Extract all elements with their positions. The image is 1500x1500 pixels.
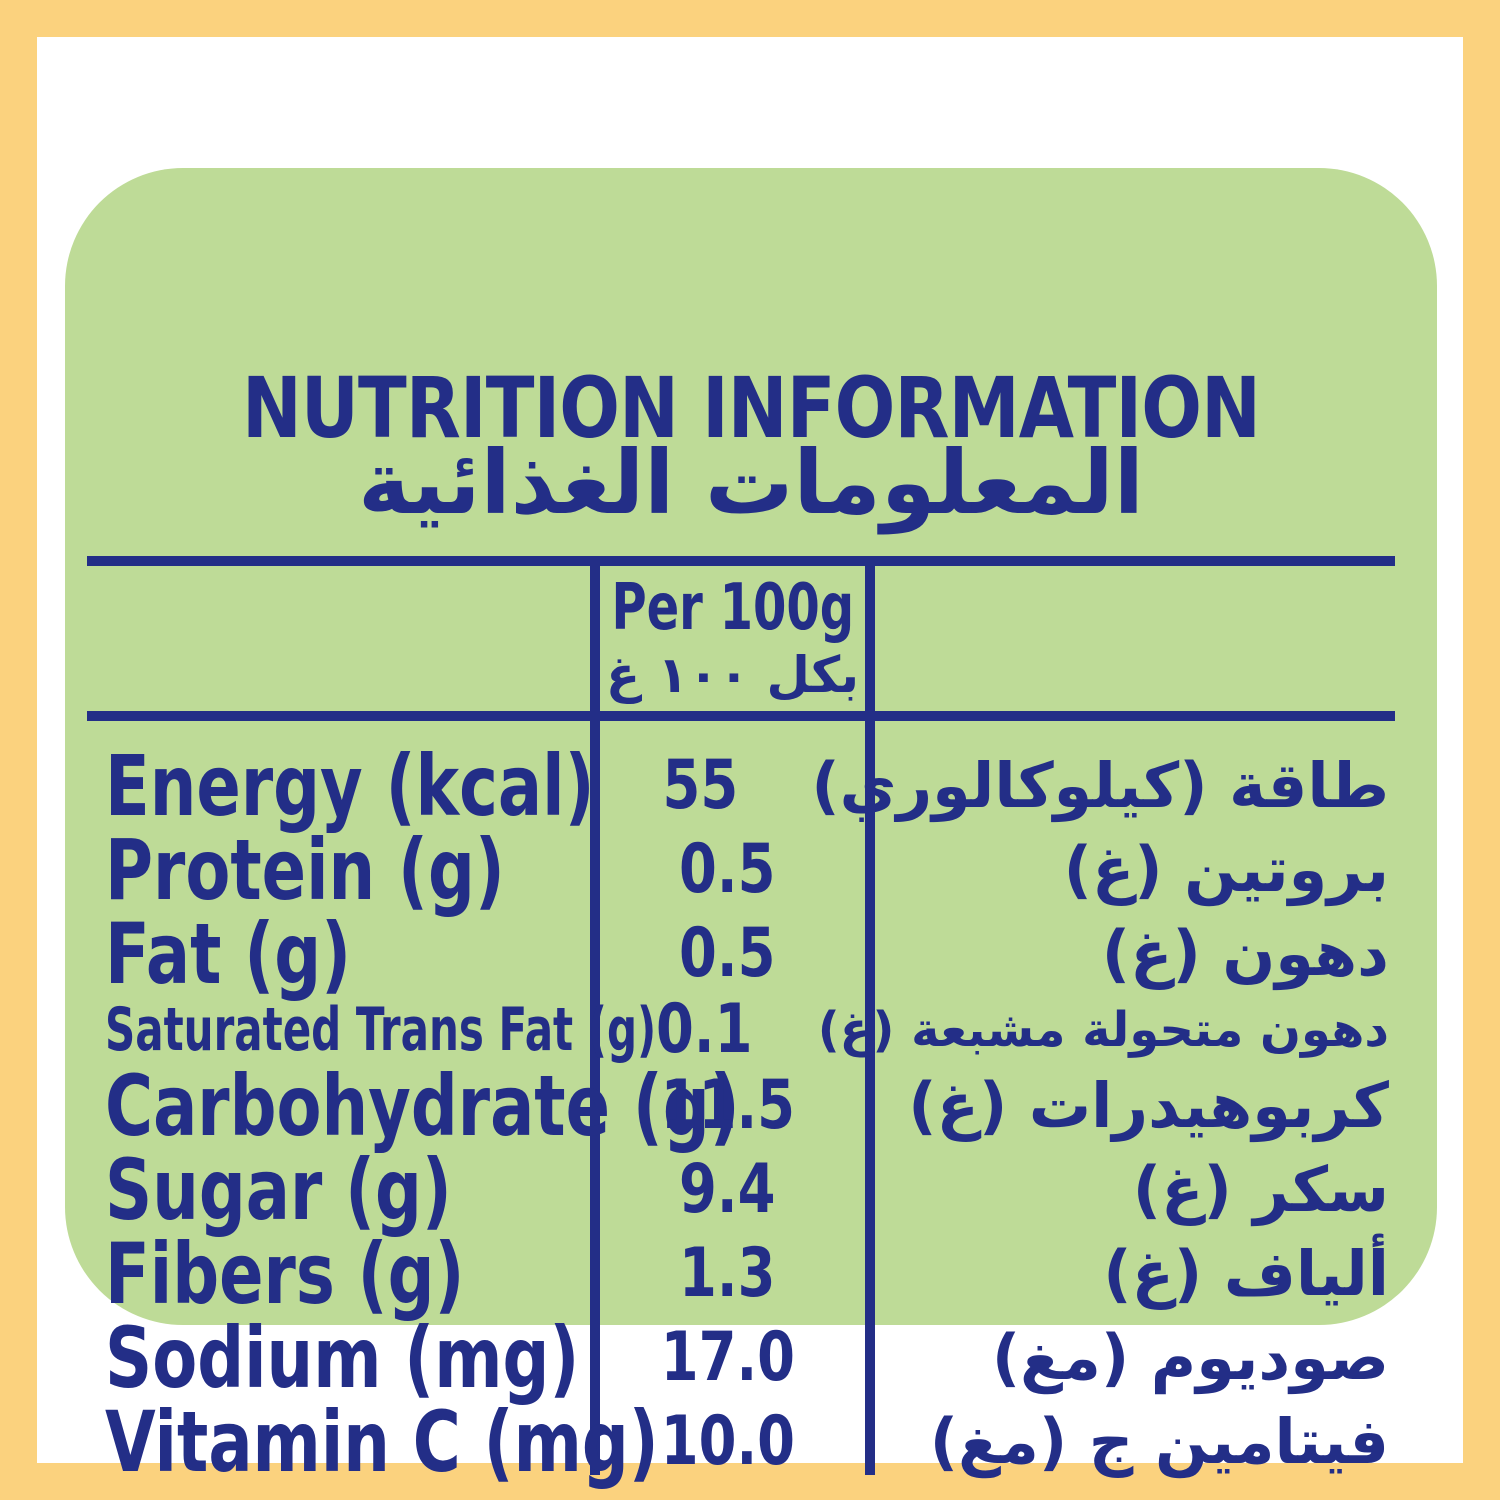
column-header-arabic: بكل ١٠٠ غ bbox=[605, 645, 859, 704]
row-label-ar: دهون متحولة مشبعة (غ) bbox=[817, 1002, 1389, 1058]
row-label-en: Fibers (g) bbox=[105, 1225, 465, 1323]
row-label-en: Fat (g) bbox=[105, 905, 352, 1003]
row-value: 17.0 bbox=[660, 1318, 795, 1397]
row-value: 1.3 bbox=[679, 1234, 776, 1313]
row-value: 55 bbox=[662, 746, 739, 825]
column-header-per-100g: Per 100g بكل ١٠٠ غ bbox=[600, 566, 865, 709]
nutrition-rows: Energy (kcal) 55 طاقة (كيلوكالوري) Prote… bbox=[95, 744, 1395, 1484]
table-row-energy: Energy (kcal) 55 طاقة (كيلوكالوري) bbox=[95, 744, 1395, 828]
table-row-fat: Fat (g) 0.5 دهون (غ) bbox=[95, 912, 1395, 996]
nutrition-panel: NUTRITION INFORMATION المعلومات الغذائية… bbox=[65, 168, 1437, 1484]
row-label-en: Energy (kcal) bbox=[105, 737, 595, 835]
row-value: 11.5 bbox=[660, 1066, 795, 1145]
row-value: 10.0 bbox=[660, 1402, 795, 1481]
row-label-ar: ألياف (غ) bbox=[1103, 1237, 1389, 1310]
panel-title-arabic: المعلومات الغذائية bbox=[358, 431, 1144, 534]
row-label-ar: دهون (غ) bbox=[1101, 917, 1389, 990]
table-divider-right bbox=[865, 556, 875, 1475]
row-label-ar: صوديوم (مغ) bbox=[991, 1321, 1389, 1394]
row-label-ar: فيتامين ج (مغ) bbox=[929, 1405, 1389, 1478]
table-row-protein: Protein (g) 0.5 بروتين (غ) bbox=[95, 828, 1395, 912]
row-label-en: Protein (g) bbox=[105, 821, 505, 919]
table-top-rule bbox=[87, 556, 1395, 566]
table-row-saturated-trans-fat: Saturated Trans Fat (g) 0.1 دهون متحولة … bbox=[95, 996, 1395, 1064]
row-label-en: Carbohydrate (g) bbox=[105, 1057, 740, 1155]
row-label-en: Sodium (mg) bbox=[105, 1309, 580, 1407]
table-header-rule bbox=[87, 711, 1395, 721]
row-label-ar: طاقة (كيلوكالوري) bbox=[811, 749, 1389, 822]
table-row-fibers: Fibers (g) 1.3 ألياف (غ) bbox=[95, 1232, 1395, 1316]
table-row-vitamin-c: Vitamin C (mg) 10.0 فيتامين ج (مغ) bbox=[95, 1400, 1395, 1484]
table-row-sugar: Sugar (g) 9.4 سكر (غ) bbox=[95, 1148, 1395, 1232]
row-label-ar: سكر (غ) bbox=[1132, 1153, 1389, 1226]
row-label-ar: كربوهيدرات (غ) bbox=[908, 1069, 1389, 1142]
row-label-en: Saturated Trans Fat (g) bbox=[105, 995, 657, 1065]
row-label-ar: بروتين (غ) bbox=[1063, 833, 1389, 906]
row-value: 0.1 bbox=[655, 990, 753, 1069]
row-value: 0.5 bbox=[679, 830, 776, 909]
row-label-en: Vitamin C (mg) bbox=[105, 1393, 659, 1491]
table-row-sodium: Sodium (mg) 17.0 صوديوم (مغ) bbox=[95, 1316, 1395, 1400]
table-divider-left bbox=[590, 556, 600, 1475]
row-value: 0.5 bbox=[679, 914, 776, 993]
table-row-carbohydrate: Carbohydrate (g) 11.5 كربوهيدرات (غ) bbox=[95, 1064, 1395, 1148]
row-value: 9.4 bbox=[679, 1150, 776, 1229]
panel-title-english: NUTRITION INFORMATION bbox=[242, 359, 1261, 457]
column-header-english: Per 100g bbox=[611, 570, 854, 645]
row-label-en: Sugar (g) bbox=[105, 1141, 452, 1239]
